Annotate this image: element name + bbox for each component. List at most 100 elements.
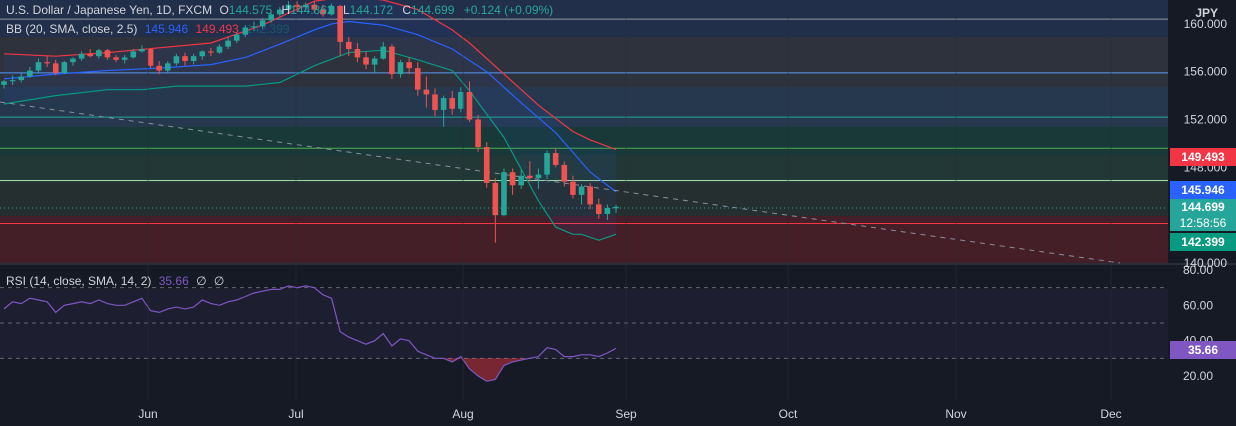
time-tick-label: Jun xyxy=(138,407,157,421)
rsi-na-2: ∅ xyxy=(213,274,225,288)
candle-body xyxy=(483,147,490,183)
candle-body xyxy=(492,182,499,216)
candle-body xyxy=(259,20,266,27)
candle-body xyxy=(561,164,568,182)
rsi-tick-label: 20.00 xyxy=(1183,369,1213,383)
time-tick-label: Jul xyxy=(288,407,303,421)
candle-body xyxy=(225,40,231,47)
candle-body xyxy=(302,4,309,8)
bb-basis-tag: 145.946 xyxy=(1170,181,1236,199)
low-label: L xyxy=(342,3,350,17)
symbol-title: U.S. Dollar / Japanese Yen, 1D, FXCM xyxy=(6,3,213,17)
candle-body xyxy=(544,153,550,175)
candle-body xyxy=(552,153,559,165)
close-label: C xyxy=(402,3,412,17)
bb-lower-value: 142.399 xyxy=(246,22,290,36)
currency-label[interactable]: JPY xyxy=(1195,6,1218,20)
candle-body xyxy=(423,89,430,95)
bb-header[interactable]: BB (20, SMA, close, 2.5) 145.946 149.493… xyxy=(6,22,294,36)
candle-body xyxy=(233,34,240,41)
candle-body xyxy=(182,56,188,61)
high-label: H xyxy=(281,3,291,17)
candle-body xyxy=(139,49,145,52)
rsi-tick-label: 80.00 xyxy=(1183,263,1213,277)
rsi-oversold-fill xyxy=(443,358,530,382)
candle-body xyxy=(346,41,352,50)
time-tick-label: Sep xyxy=(615,407,637,421)
zone-mid-low xyxy=(0,155,1168,183)
candle-body xyxy=(78,53,85,59)
rsi-value-tag: 35.66 xyxy=(1170,341,1236,359)
candle-body xyxy=(527,175,533,179)
time-tick-label: Nov xyxy=(945,407,966,421)
candle-body xyxy=(587,186,593,205)
candle-body xyxy=(173,56,180,64)
candle-body xyxy=(121,57,128,60)
bb-label: BB (20, SMA, close, 2.5) xyxy=(6,22,138,36)
price-tick-label: 140.000 xyxy=(1184,256,1228,270)
candle-body xyxy=(251,26,257,28)
candle-body xyxy=(337,5,343,42)
time-tick-label: Aug xyxy=(452,407,473,421)
candle-body xyxy=(466,92,473,120)
candle-body xyxy=(501,172,507,216)
open-label: O xyxy=(219,3,229,17)
zone-mid-high xyxy=(0,87,1168,127)
candle-body xyxy=(320,9,326,15)
candle-body xyxy=(328,5,335,15)
candle-body xyxy=(414,68,421,90)
time-axis: Jun Jul Aug Sep Oct Nov Dec xyxy=(138,0,1122,421)
candle-body xyxy=(35,62,42,71)
candle-body xyxy=(156,65,162,71)
candle-body xyxy=(371,58,378,65)
symbol-header: U.S. Dollar / Japanese Yen, 1D, FXCM O14… xyxy=(6,3,557,17)
rsi-tick-label: 60.00 xyxy=(1183,298,1213,312)
candle-body xyxy=(389,46,395,75)
candle-body xyxy=(578,186,585,195)
candle-body xyxy=(363,57,369,65)
last-price-value: 144.699 xyxy=(1181,200,1225,214)
candle-body xyxy=(518,175,524,186)
candle-body xyxy=(113,57,119,60)
candle-body xyxy=(199,51,206,57)
candle-body xyxy=(87,53,93,57)
bar-countdown: 12:58:56 xyxy=(1179,216,1227,230)
price-tick-label: 160.000 xyxy=(1184,17,1228,31)
open-number: 144.575 xyxy=(228,3,273,17)
candle-body xyxy=(52,63,59,73)
candle-body xyxy=(44,62,50,64)
candle-body xyxy=(458,92,464,109)
candle-body xyxy=(18,76,25,81)
time-tick-label: Dec xyxy=(1100,407,1121,421)
rsi-header[interactable]: RSI (14, close, SMA, 14, 2) 35.66 ∅ ∅ xyxy=(6,274,228,288)
candle-body xyxy=(475,119,481,148)
high-value: H144.862 xyxy=(282,3,338,17)
rsi-na-1: ∅ xyxy=(196,274,207,288)
low-number: 144.172 xyxy=(349,3,394,17)
bb-upper-value: 149.493 xyxy=(195,22,239,36)
candle-body xyxy=(294,4,300,8)
rsi-series xyxy=(3,285,617,382)
zone-mid xyxy=(0,127,1168,155)
candle-body xyxy=(277,9,283,15)
candle-body xyxy=(509,172,516,186)
candle-body xyxy=(380,46,387,59)
candle-body xyxy=(208,51,214,53)
high-number: 144.862 xyxy=(290,3,334,17)
candle-body xyxy=(216,46,223,53)
price-tick-label: 156.000 xyxy=(1184,65,1228,79)
candle-body xyxy=(354,49,361,58)
candle-body xyxy=(61,62,68,73)
candle-body xyxy=(406,62,412,69)
candle-body xyxy=(164,63,171,71)
zone-upper xyxy=(0,37,1168,87)
rsi-value: 35.66 xyxy=(158,274,189,288)
zone-top xyxy=(0,0,1168,37)
rsi-label: RSI (14, close, SMA, 14, 2) xyxy=(6,274,152,288)
candle-body xyxy=(570,181,576,195)
candle-body xyxy=(70,58,76,63)
low-value: L144.172 xyxy=(343,3,397,17)
open-value: O144.575 xyxy=(219,3,276,17)
candle-body xyxy=(311,4,318,10)
